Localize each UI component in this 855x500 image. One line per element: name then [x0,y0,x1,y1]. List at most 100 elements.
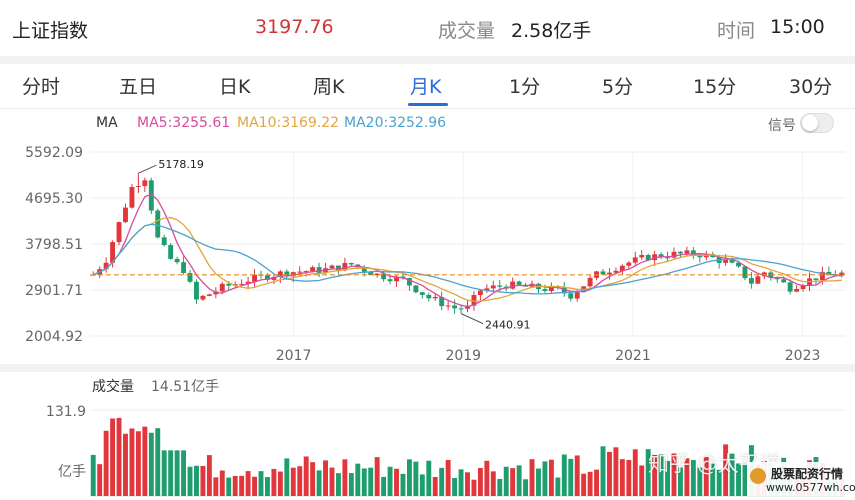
volume-bar [465,472,470,496]
candle-body [245,281,251,284]
volume-axis-unit: 亿手 [58,464,86,480]
volume-bar [316,470,322,496]
candle-body [458,308,464,310]
volume-bar [226,477,232,496]
volume-bar [568,458,574,496]
volume-bar [155,428,161,496]
volume-bar [103,430,109,496]
volume-bar [684,458,690,496]
candle-body [342,263,348,271]
volume-bar [258,471,264,496]
volume-bar [561,454,567,496]
volume-bar [252,476,258,496]
volume-bar [484,460,490,496]
volume-bar [342,459,348,496]
tab-weekly-k[interactable]: 周K [313,76,345,98]
volume-bar [497,478,503,496]
volume-bar [239,475,245,496]
volume-bar [477,467,483,496]
candle-body [697,255,703,258]
candlestick-chart[interactable]: 5592.09 4695.30 3798.51 2901.71 2004.92 2017… [0,136,855,372]
candle-body [174,258,180,263]
volume-bar [439,467,445,496]
tab-daily-k[interactable]: 日K [219,76,251,98]
volume-axis-max: 131.9 [46,404,86,420]
tab-five-day[interactable]: 五日 [119,76,158,98]
candle-body [181,262,187,274]
candle-body [426,294,432,299]
volume-bar [110,418,116,496]
tab-monthly-k[interactable]: 月K [410,76,442,98]
candle-body [652,254,658,261]
volume-bar [419,474,425,496]
candle-body [736,262,741,267]
volume-bar [303,456,309,496]
candle-body [471,295,477,306]
candle-body [574,292,580,299]
y-axis-labels: 5592.09 4695.30 3798.51 2901.71 2004.92 [25,145,83,345]
volume-label: 成交量 [438,20,496,42]
volume-bar [194,465,199,496]
volume-bar [432,477,438,496]
index-name: 上证指数 [12,20,89,42]
x-tick-label: 2019 [445,348,481,364]
x-tick-label: 2021 [615,348,651,364]
volume-bar [168,450,174,496]
volume-bar [232,475,238,496]
candle-body [316,267,322,273]
volume-bar [323,460,328,496]
volume-bar [510,468,516,496]
volume-bar [607,451,612,496]
volume-bar [174,450,180,496]
ma-selector[interactable]: MA [96,115,118,131]
candle-body [265,275,270,280]
candle-body [516,281,522,285]
ma5-value: MA5:3255.61 [137,115,231,131]
quote-header: 上证指数 3197.76 成交量 2.58亿手 时间 15:00 [0,0,855,58]
candle-body [335,265,341,271]
candle-body [161,237,167,246]
tab-intraday[interactable]: 分时 [22,76,61,98]
volume-bar [445,459,451,496]
candle-body [477,290,483,296]
tab-1min[interactable]: 1分 [509,76,541,98]
candle-body [839,272,845,276]
volume-bar [368,467,374,496]
volume-bar [400,473,406,496]
y-tick-label: 2004.92 [25,329,83,345]
volume-bar [213,477,219,496]
time-label: 时间 [717,20,756,42]
volume-bar [581,473,587,496]
volume-value: 2.58亿手 [511,20,592,42]
volume-bar [135,431,141,496]
tab-30min[interactable]: 30分 [789,76,833,98]
tab-15min[interactable]: 15分 [693,76,737,98]
volume-bar [729,453,735,496]
volume-bar [381,476,387,496]
candle-body [613,270,619,273]
volume-bar [742,463,748,496]
candle-body [129,187,135,208]
volume-bar [200,465,206,496]
candle-body [110,242,116,263]
x-tick-label: 2023 [785,348,821,364]
ma10-line [92,217,842,302]
candle-body [277,271,283,278]
volume-bar [716,469,722,496]
candle-body [452,305,458,309]
candle-body [219,283,225,292]
toggle-knob [802,115,818,131]
candle-body [271,277,277,280]
volume-bar [555,477,561,496]
volume-bar [374,457,380,496]
signal-toggle[interactable] [800,113,834,133]
tab-5min[interactable]: 5分 [602,76,634,98]
candle-body [194,281,199,300]
volume-bar [348,473,354,496]
candle-body [484,288,490,291]
volume-bar [290,467,296,496]
candle-body [671,251,677,258]
volume-legend: 成交量 14.51亿手 [0,372,855,396]
candle-body [510,281,516,289]
candle-body [568,293,574,299]
